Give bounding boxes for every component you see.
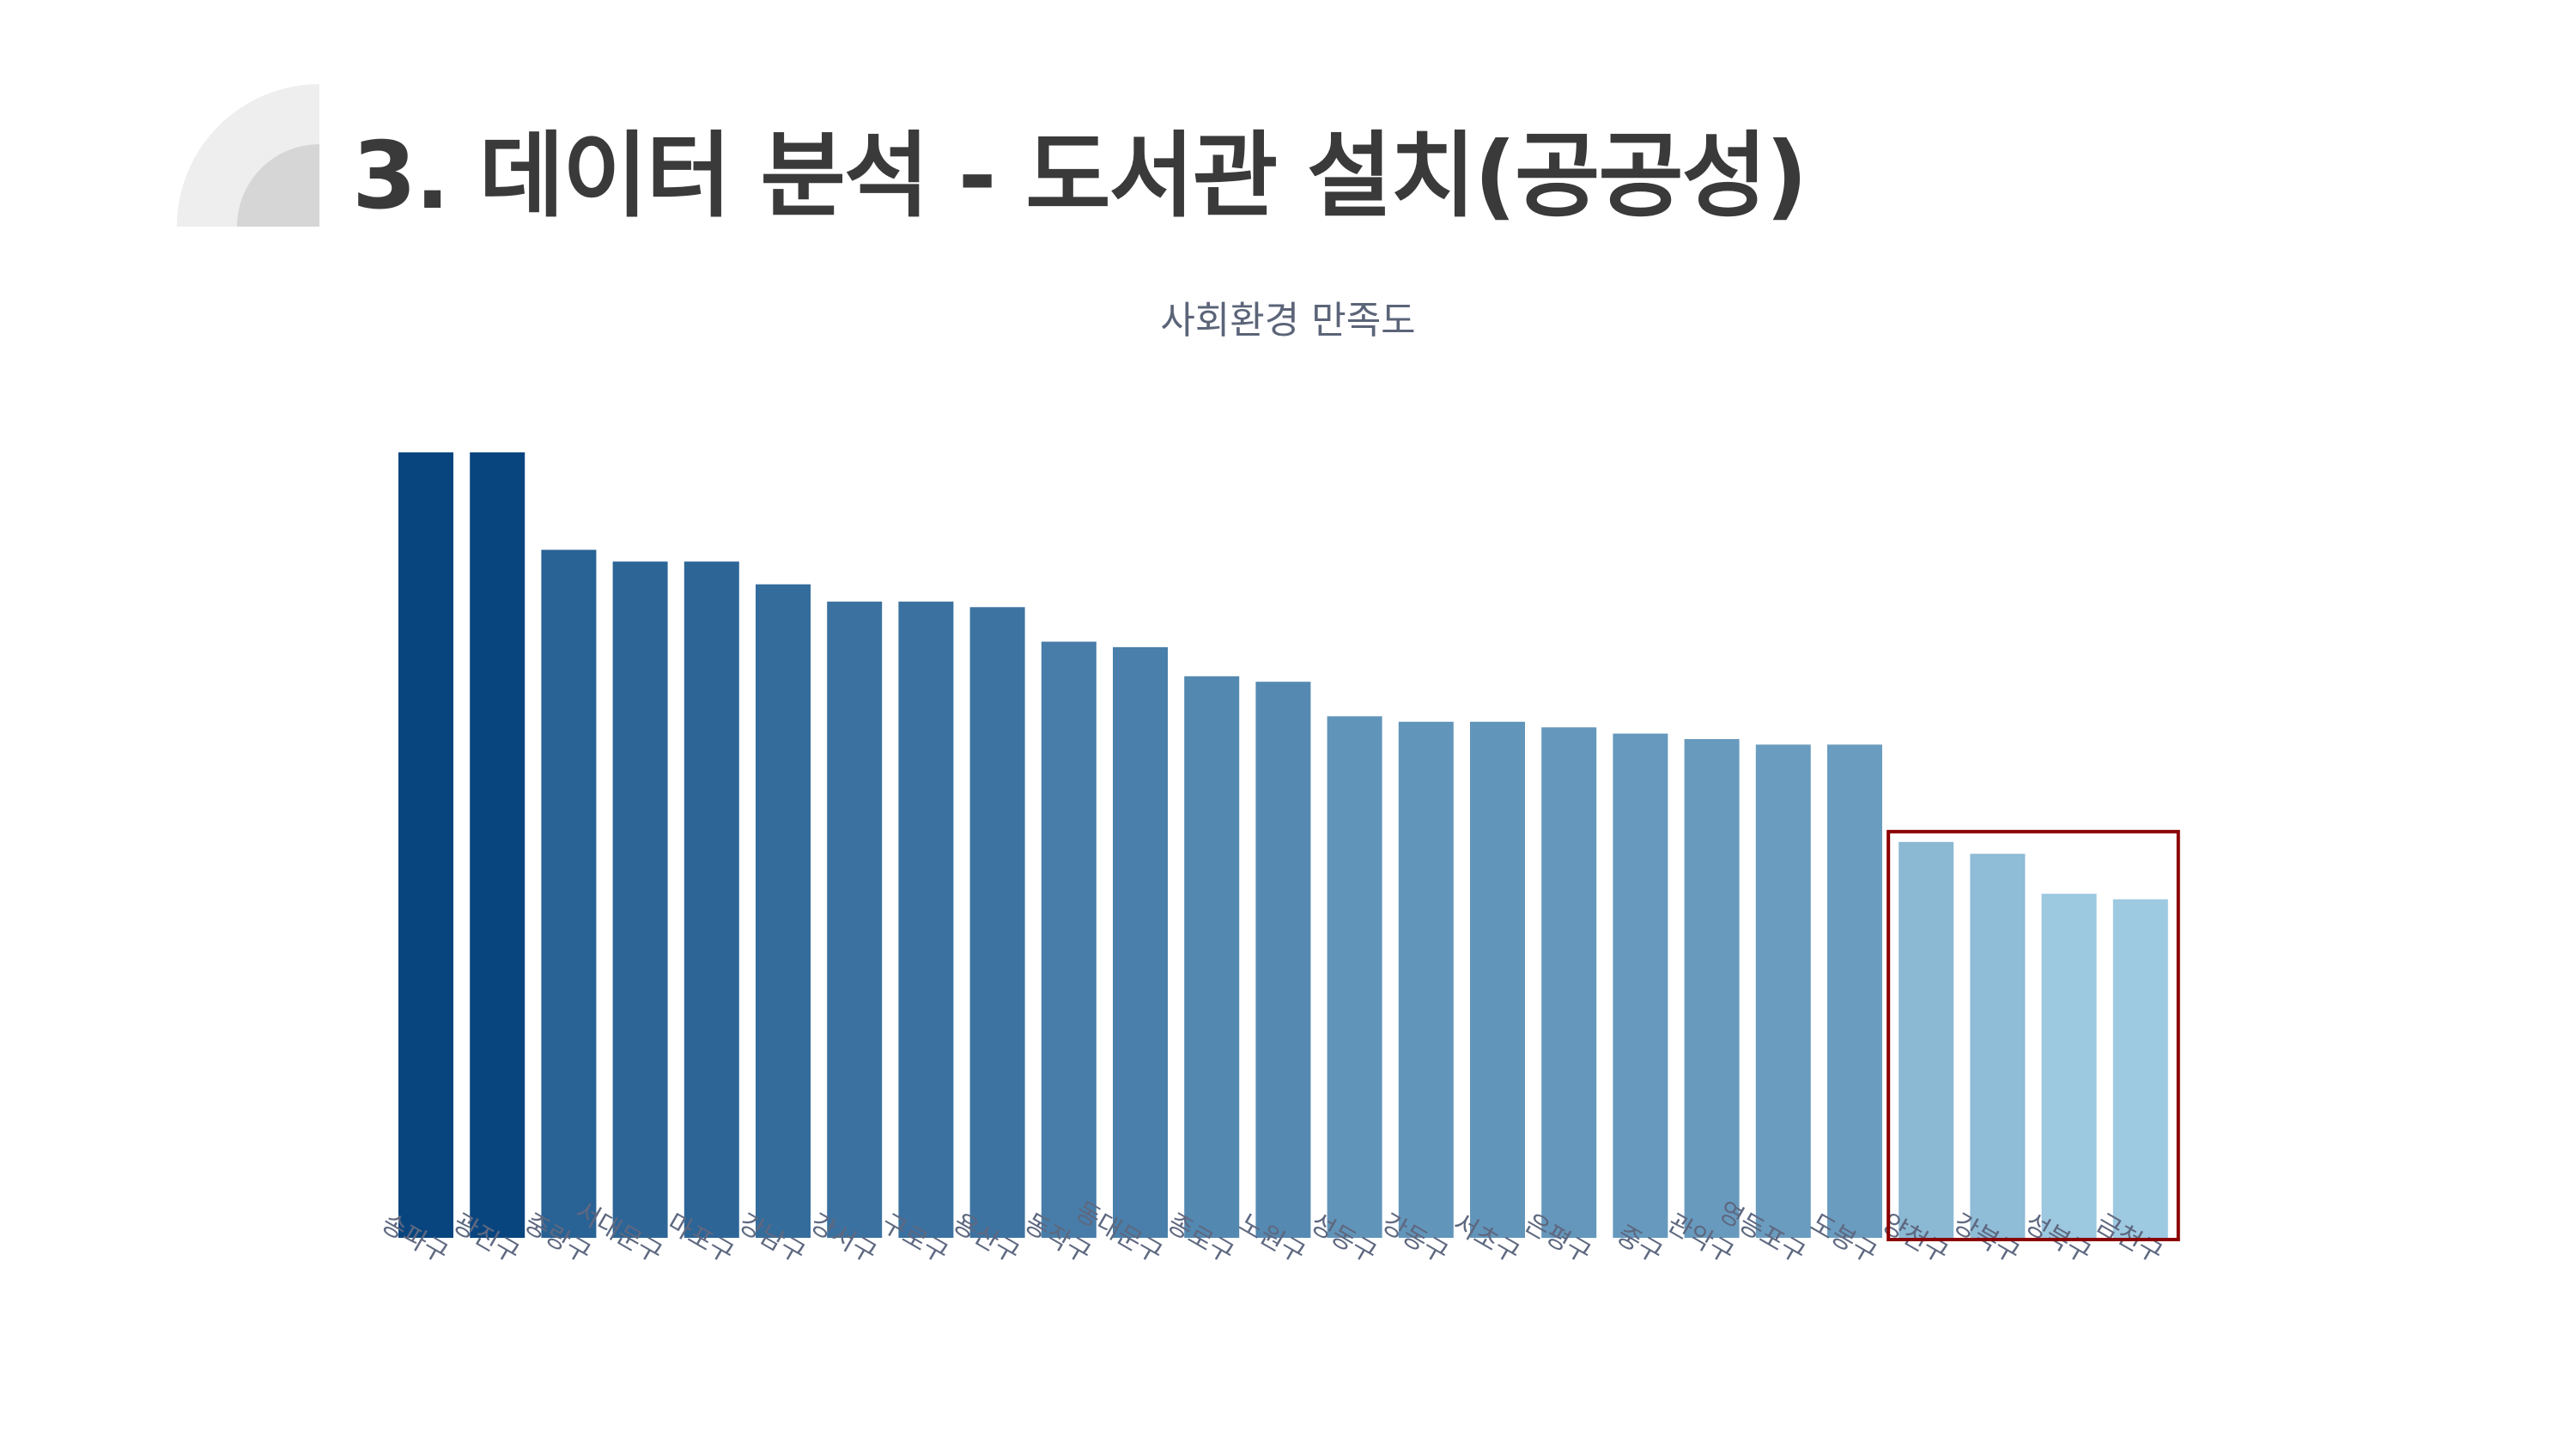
slide-title: 3. 데이터 분석 - 도서관 설치(공공성)	[352, 123, 1807, 230]
bar	[898, 601, 954, 1238]
bar	[1899, 841, 1954, 1238]
bar-group	[398, 452, 2168, 1239]
bar	[683, 561, 739, 1238]
bar	[1184, 676, 1240, 1238]
bar	[1327, 716, 1382, 1238]
highlight-box	[1886, 829, 2180, 1241]
bar	[827, 601, 883, 1238]
bar	[1613, 733, 1668, 1238]
bar	[470, 452, 526, 1238]
chart-title: 사회환경 만족도	[1160, 299, 1415, 343]
bar	[756, 584, 811, 1238]
bar	[1541, 727, 1597, 1239]
bar	[969, 607, 1025, 1238]
bar	[1970, 853, 2026, 1238]
decorative-quarter-circle	[177, 84, 319, 227]
bar	[1684, 739, 1740, 1238]
bar	[1398, 721, 1454, 1238]
bar	[1113, 646, 1168, 1238]
bar	[1755, 744, 1811, 1238]
bar	[398, 452, 453, 1238]
bar	[612, 561, 668, 1238]
bar	[2112, 899, 2168, 1238]
bar	[1470, 721, 1525, 1238]
bar	[1041, 641, 1097, 1238]
bar	[1255, 682, 1311, 1238]
bar	[541, 549, 597, 1238]
bar	[1827, 744, 1882, 1238]
bar	[2041, 894, 2097, 1238]
